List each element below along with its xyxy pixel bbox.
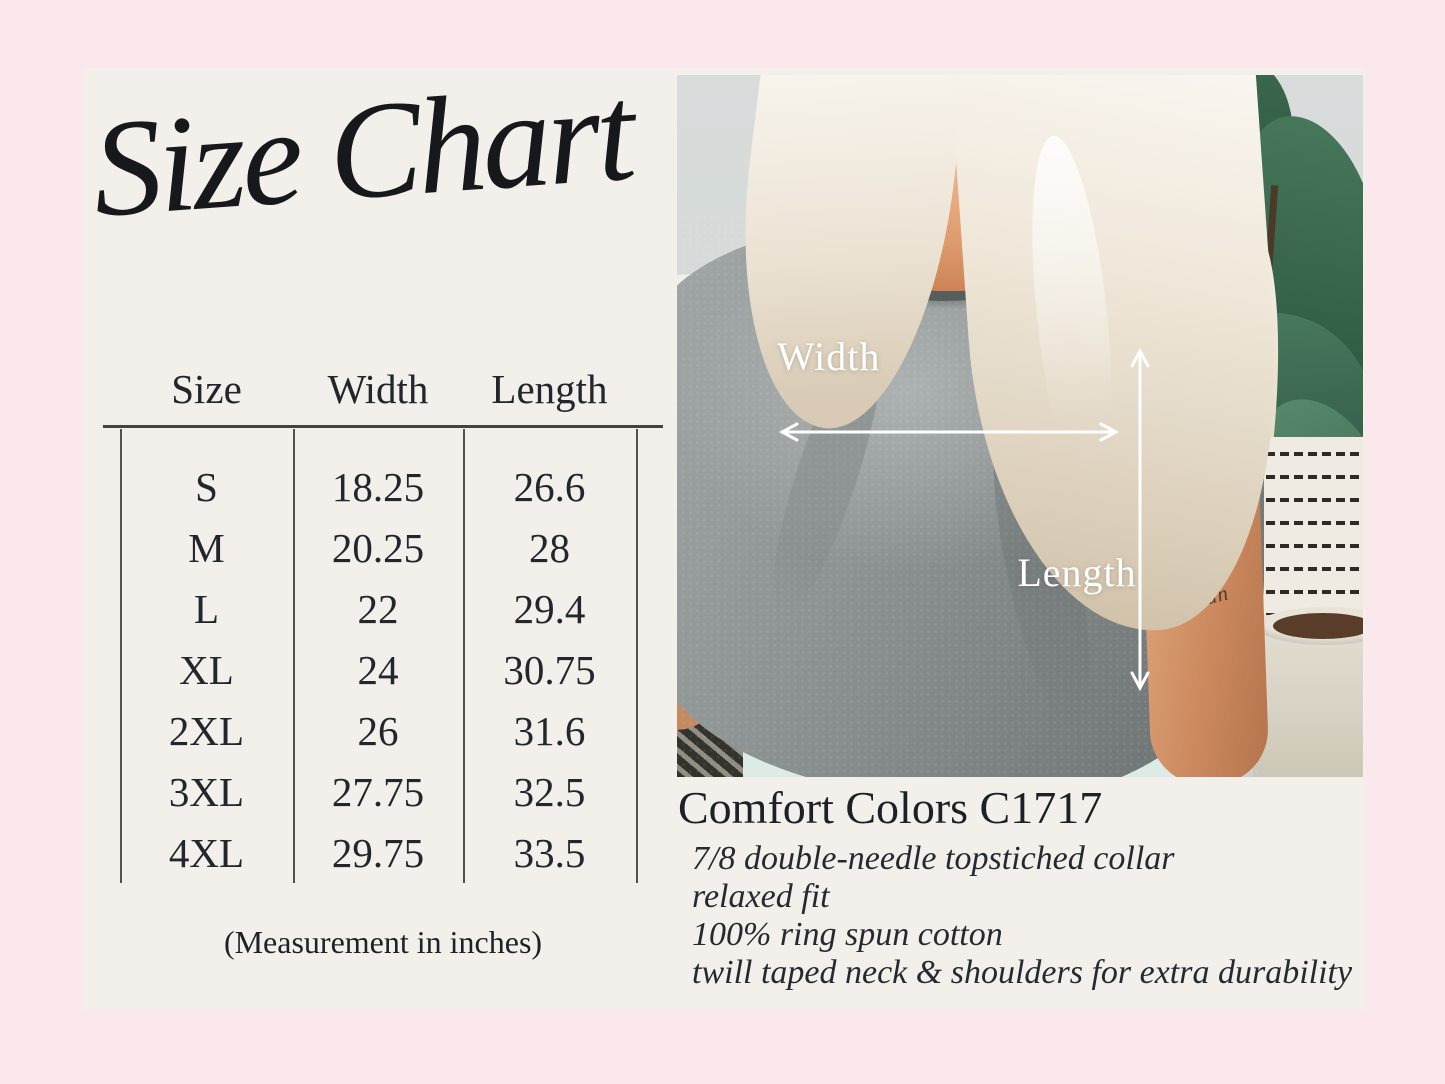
table-row: S 18.25 26.6: [120, 456, 636, 517]
width-cell: 22: [357, 585, 399, 632]
table-row: 2XL 26 31.6: [120, 700, 636, 761]
table-row: M 20.25 28: [120, 517, 636, 578]
size-cell: XL: [179, 646, 234, 693]
product-feature: 100% ring spun cotton: [692, 916, 1003, 953]
width-cell: 26: [357, 707, 399, 754]
table-row: 3XL 27.75 32.5: [120, 761, 636, 822]
product-feature-list: 7/8 double-needle topstiched collar rela…: [692, 840, 1358, 992]
width-cell: 18.25: [331, 463, 425, 510]
table-vertical-line: [463, 429, 465, 883]
product-info: Comfort Colors C1717 7/8 double-needle t…: [678, 780, 1358, 992]
product-feature: twill taped neck & shoulders for extra d…: [692, 954, 1353, 991]
length-cell: 32.5: [513, 768, 586, 815]
length-cell: 33.5: [513, 829, 586, 876]
length-cell: 30.75: [503, 646, 596, 693]
product-feature: relaxed fit: [692, 878, 830, 915]
size-cell: M: [188, 524, 225, 571]
table-vertical-line: [636, 429, 638, 883]
column-header-width: Width: [327, 366, 429, 412]
measurement-arrows: [778, 347, 1150, 692]
size-cell: 4XL: [168, 829, 245, 876]
size-cell: 3XL: [168, 768, 245, 815]
width-cell: 20.25: [331, 524, 425, 571]
table-row: L 22 29.4: [120, 578, 636, 639]
measurement-note: (Measurement in inches): [223, 924, 543, 960]
size-cell: L: [193, 585, 220, 632]
content-card: Size Chart Size Width Length S 18.25 26.…: [83, 56, 1365, 1010]
table-row: XL 24 30.75: [120, 639, 636, 700]
table-vertical-line: [120, 429, 122, 883]
length-arrowhead-top: [1130, 347, 1150, 368]
product-name: Comfort Colors C1717: [678, 782, 1103, 833]
length-cell: 29.4: [513, 585, 586, 632]
width-cell: 27.75: [331, 768, 425, 815]
size-cell: S: [195, 463, 218, 510]
width-cell: 24: [357, 646, 399, 693]
page-title: Size Chart: [87, 55, 636, 246]
width-cell: 29.75: [331, 829, 425, 876]
size-cell: 2XL: [168, 707, 245, 754]
length-arrowhead-bottom: [1130, 671, 1150, 692]
length-cell: 26.6: [513, 463, 586, 510]
column-header-length: Length: [491, 366, 608, 412]
table-header-rule: [103, 425, 663, 428]
width-measure-label: Width: [777, 334, 881, 379]
column-header-size: Size: [171, 366, 242, 412]
product-feature: 7/8 double-needle topstiched collar: [692, 840, 1175, 877]
width-arrowhead-left: [778, 422, 799, 442]
size-table-body: S 18.25 26.6 M 20.25 28 L 22 29.4 XL 24 …: [120, 456, 636, 883]
length-measure-label: Length: [1017, 550, 1137, 595]
width-arrowhead-right: [1099, 422, 1120, 442]
product-photo: Océan Width Length: [677, 75, 1363, 777]
table-row: 4XL 29.75 33.5: [120, 822, 636, 883]
length-cell: 28: [529, 524, 570, 571]
length-cell: 31.6: [513, 707, 586, 754]
plant-pot-soil: [1273, 613, 1363, 639]
table-vertical-line: [293, 429, 295, 883]
